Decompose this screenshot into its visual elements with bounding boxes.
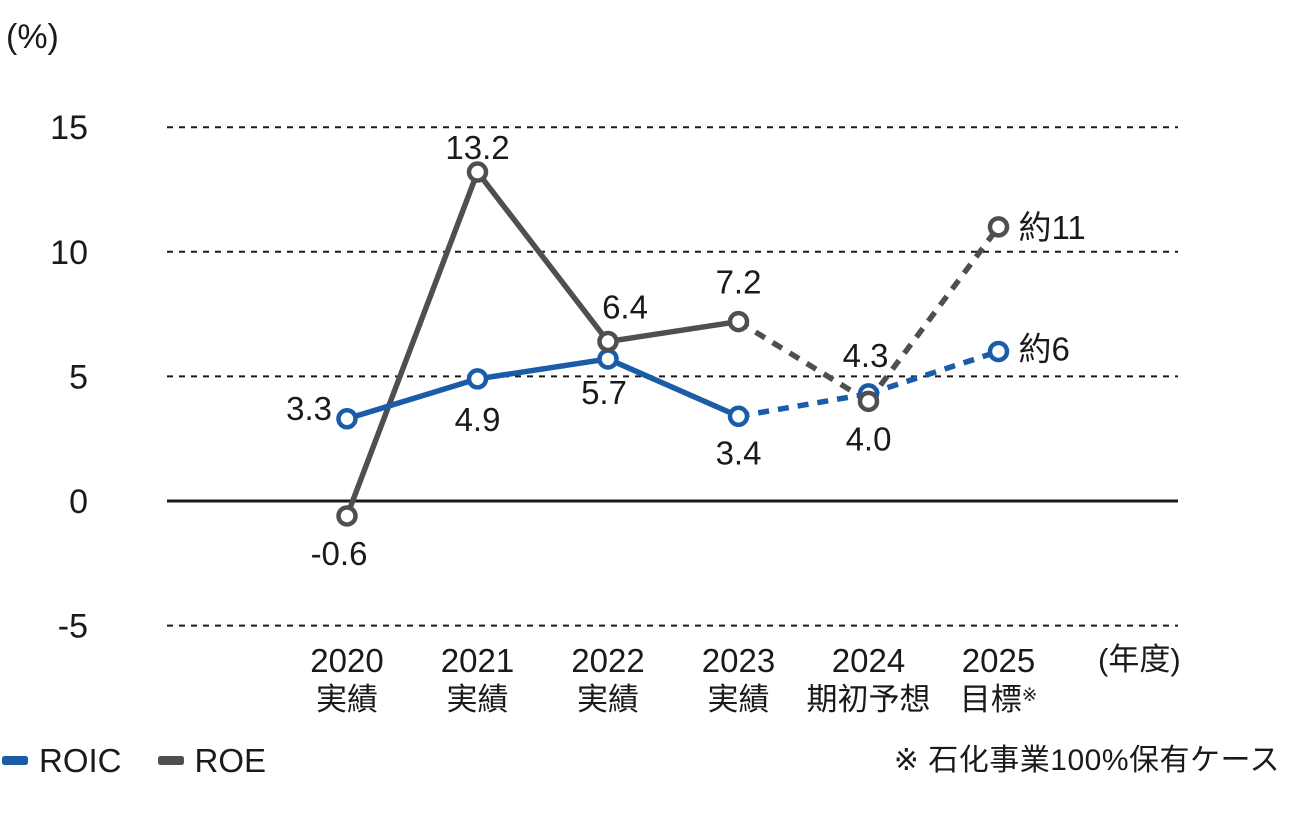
roic-line-solid: [346, 356, 740, 422]
footnote: ※ 石化事業100%保有ケース: [893, 744, 1280, 777]
legend: ROIC ROE: [2, 744, 266, 777]
roic-legend-label: ROIC: [39, 742, 122, 779]
x-label-year-2024: 2024: [832, 642, 905, 679]
roe-value-label-2022: 6.4: [602, 289, 648, 326]
x-label-sub-2025: 目標※: [960, 682, 1038, 717]
roe-marker-2020: [336, 505, 358, 527]
x-label-sub-2021: 実績: [447, 682, 509, 717]
legend-item-roe: ROE: [157, 742, 267, 779]
roe-marker-2025: [987, 216, 1010, 238]
legend-item-roic: ROIC: [2, 744, 122, 777]
roic-marker-2023: [727, 405, 750, 428]
roe-value-label-2024: 4.0: [846, 420, 892, 457]
x-label-sub-2020: 実績: [316, 682, 378, 717]
roic-value-label-2025: 約6: [1019, 330, 1070, 367]
roic-legend-swatch: [2, 756, 28, 765]
roe-legend-label: ROE: [194, 742, 267, 779]
roic-value-label-2024: 4.3: [843, 337, 889, 374]
roic-marker-2025: [987, 340, 1010, 363]
x-label-year-2020: 2020: [310, 642, 383, 679]
roic-value-label-2022: 5.7: [581, 374, 627, 411]
roic-marker-2022: [597, 348, 619, 370]
x-axis-unit-label: (年度): [1098, 642, 1181, 677]
y-tick-label-5: 5: [69, 358, 88, 396]
y-tick-label-10: 10: [50, 234, 88, 272]
y-tick-label--5: -5: [58, 608, 88, 646]
roe-marker-2022: [597, 330, 619, 353]
roe-line-solid: [344, 166, 739, 517]
roe-line-dashed: [737, 319, 870, 404]
roic-marker-2020: [336, 408, 358, 430]
x-label-year-2021: 2021: [441, 642, 514, 679]
roe-legend-swatch: [157, 756, 184, 765]
roe-line-dashed: [866, 225, 1001, 403]
x-label-year-2022: 2022: [571, 642, 644, 679]
roe-value-label-2020: -0.6: [311, 535, 368, 572]
y-axis-unit-label: (%): [6, 18, 59, 56]
roic-value-label-2023: 3.4: [716, 434, 762, 471]
x-label-sub-2022: 実績: [577, 682, 639, 717]
roic-line-dashed: [738, 391, 869, 419]
x-label-sub-2023: 実績: [708, 682, 770, 717]
roe-value-label-2023: 7.2: [716, 264, 762, 301]
roe-marker-2024: [857, 390, 880, 413]
roe-marker-2021: [466, 161, 489, 183]
roe-marker-2023: [727, 310, 750, 333]
y-tick-label-15: 15: [50, 109, 88, 147]
roic-value-label-2021: 4.9: [455, 401, 501, 438]
x-label-year-2025: 2025: [962, 642, 1035, 679]
roic-marker-2021: [466, 368, 489, 390]
x-label-sub-2024: 期初予想: [807, 682, 931, 717]
roe-value-label-2025: 約11: [1019, 209, 1086, 246]
roic-line-dashed: [867, 348, 1000, 397]
roe-value-label-2021: 13.2: [445, 129, 509, 166]
roic-value-label-2020: 3.3: [286, 390, 332, 427]
y-tick-label-0: 0: [69, 483, 88, 521]
x-label-year-2023: 2023: [702, 642, 775, 679]
